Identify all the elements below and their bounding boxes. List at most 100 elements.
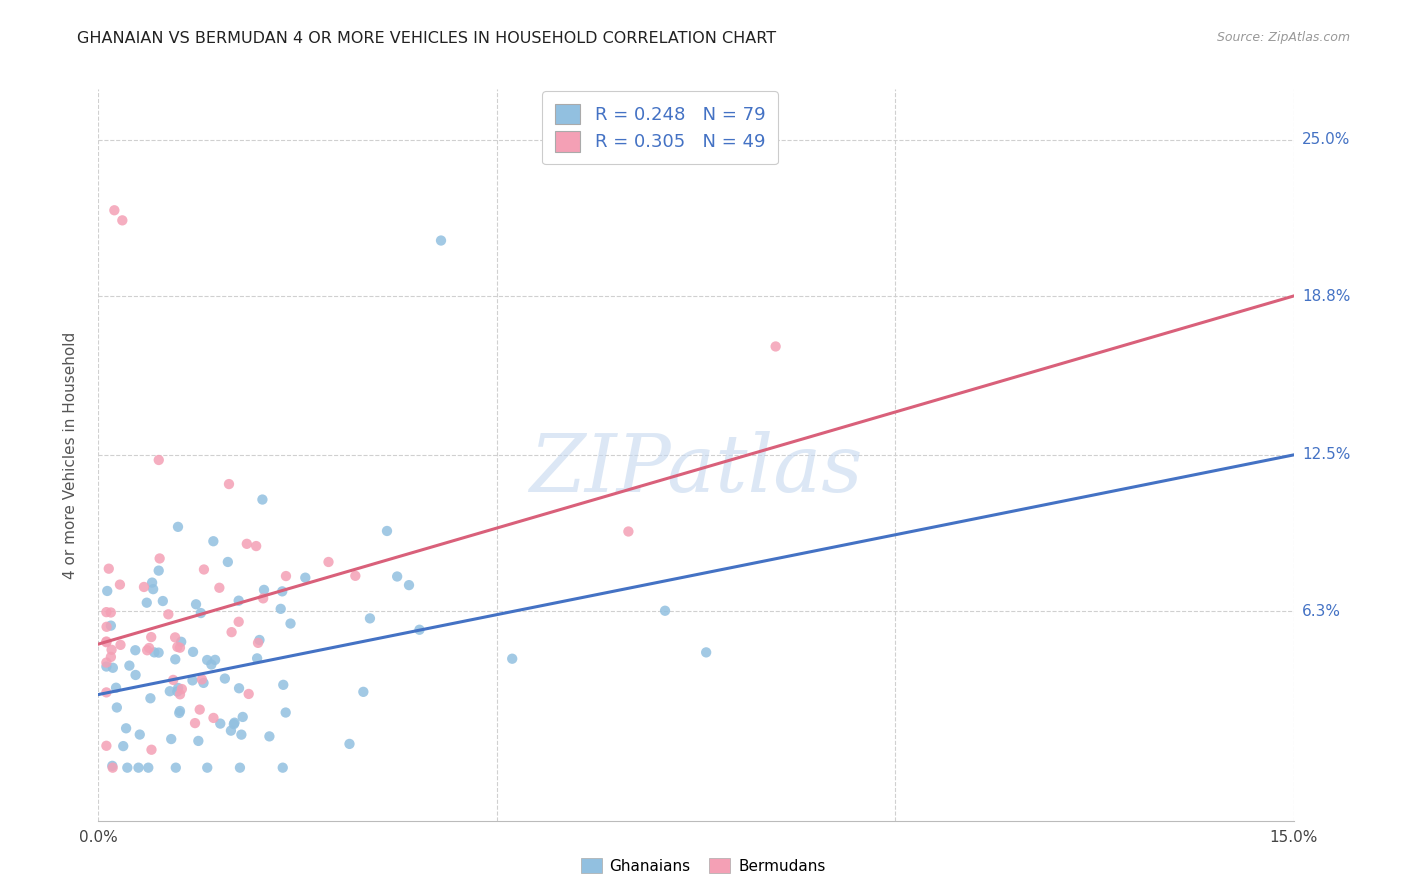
Point — [229, 761, 252, 775]
Point — [181, 645, 204, 659]
Point — [181, 673, 204, 688]
Point — [101, 761, 124, 775]
Point — [141, 575, 163, 590]
Point — [318, 555, 340, 569]
Y-axis label: 4 or more Vehicles in Household: 4 or more Vehicles in Household — [63, 331, 77, 579]
Point — [200, 657, 222, 672]
Point — [96, 584, 118, 599]
Point — [103, 203, 125, 218]
Point — [188, 703, 211, 717]
Point — [271, 761, 294, 775]
Text: 6.3%: 6.3% — [1302, 604, 1341, 619]
Point — [100, 642, 122, 657]
Point — [169, 640, 191, 655]
Point — [167, 520, 190, 534]
Point — [271, 584, 294, 599]
Text: 18.8%: 18.8% — [1302, 288, 1350, 303]
Point — [136, 643, 159, 657]
Point — [249, 632, 271, 647]
Point — [96, 659, 118, 673]
Point — [135, 596, 157, 610]
Point — [617, 524, 640, 539]
Point — [695, 645, 717, 659]
Point — [339, 737, 361, 751]
Point — [385, 569, 408, 583]
Point — [108, 577, 131, 591]
Point — [105, 700, 128, 714]
Point — [152, 594, 174, 608]
Point — [96, 635, 118, 649]
Point — [132, 580, 155, 594]
Point — [166, 640, 188, 654]
Point — [115, 721, 138, 735]
Legend: R = 0.248   N = 79, R = 0.305   N = 49: R = 0.248 N = 79, R = 0.305 N = 49 — [543, 91, 778, 164]
Point — [214, 672, 236, 686]
Point — [112, 739, 135, 753]
Point — [110, 638, 132, 652]
Point — [97, 562, 120, 576]
Point — [202, 711, 225, 725]
Point — [165, 652, 187, 666]
Point — [105, 681, 128, 695]
Point — [148, 453, 170, 467]
Point — [124, 643, 146, 657]
Point — [280, 616, 302, 631]
Point — [184, 716, 207, 731]
Point — [252, 492, 274, 507]
Point — [138, 640, 160, 655]
Point — [430, 234, 453, 248]
Point — [124, 668, 146, 682]
Point — [160, 732, 183, 747]
Point — [228, 615, 250, 629]
Point — [127, 761, 149, 775]
Point — [236, 537, 259, 551]
Point — [259, 730, 281, 744]
Point — [270, 602, 292, 616]
Point — [170, 681, 193, 696]
Point — [162, 673, 184, 687]
Point — [169, 704, 191, 718]
Point — [165, 631, 187, 645]
Point — [193, 676, 215, 690]
Point — [274, 706, 297, 720]
Point — [221, 625, 243, 640]
Point — [253, 582, 276, 597]
Point — [128, 727, 150, 741]
Point — [398, 578, 420, 592]
Point — [375, 524, 398, 538]
Point — [209, 716, 232, 731]
Point — [169, 687, 191, 701]
Point — [184, 597, 207, 611]
Text: ZIPatlas: ZIPatlas — [529, 431, 863, 508]
Point — [142, 582, 165, 596]
Point — [654, 604, 676, 618]
Point — [101, 759, 124, 773]
Text: Source: ZipAtlas.com: Source: ZipAtlas.com — [1216, 31, 1350, 45]
Point — [228, 681, 250, 696]
Text: GHANAIAN VS BERMUDAN 4 OR MORE VEHICLES IN HOUSEHOLD CORRELATION CHART: GHANAIAN VS BERMUDAN 4 OR MORE VEHICLES … — [77, 31, 776, 46]
Point — [96, 739, 118, 753]
Point — [170, 635, 193, 649]
Point — [222, 717, 245, 731]
Point — [252, 591, 274, 606]
Point — [246, 651, 269, 665]
Point — [96, 620, 118, 634]
Point — [501, 651, 523, 665]
Point — [204, 653, 226, 667]
Point — [96, 656, 118, 670]
Point — [157, 607, 180, 622]
Point — [228, 593, 250, 607]
Point — [141, 743, 163, 757]
Point — [148, 646, 170, 660]
Point — [141, 630, 163, 644]
Point — [187, 734, 209, 748]
Point — [165, 761, 187, 775]
Point — [219, 723, 242, 738]
Point — [232, 710, 254, 724]
Point — [344, 569, 367, 583]
Point — [294, 571, 316, 585]
Point — [101, 661, 124, 675]
Point — [224, 715, 246, 730]
Point — [208, 581, 231, 595]
Text: 25.0%: 25.0% — [1302, 132, 1350, 147]
